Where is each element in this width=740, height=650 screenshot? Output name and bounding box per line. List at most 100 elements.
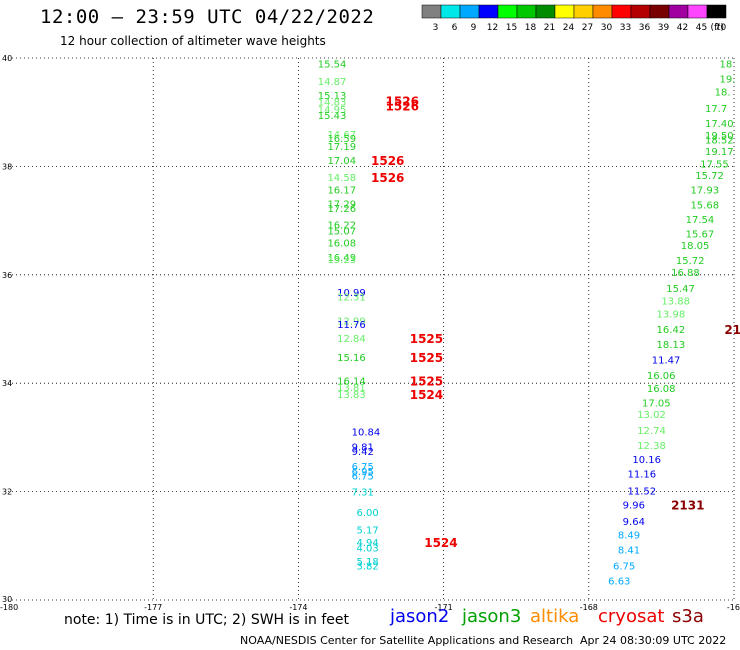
wave-height-label: 9.42 xyxy=(352,447,374,458)
wave-height-label: 15.23 xyxy=(327,255,356,266)
page-subtitle: 12 hour collection of altimeter wave hei… xyxy=(60,34,326,48)
y-tick-label: 30 xyxy=(2,595,12,604)
wave-height-label: 15.67 xyxy=(686,230,715,241)
pass-time-label: 2131 xyxy=(671,499,704,513)
wave-height-label: 15.72 xyxy=(695,171,724,182)
wave-height-label: 6.63 xyxy=(608,576,630,587)
wave-height-label: 12.38 xyxy=(637,441,666,452)
colorbar-swatch xyxy=(421,4,442,19)
wave-height-label: 5.18 xyxy=(356,557,378,568)
colorbar-label: 36 xyxy=(639,23,651,33)
wave-height-label: 11.76 xyxy=(337,320,366,331)
wave-height-label: 16.59 xyxy=(327,134,356,145)
wave-height-label: 15.47 xyxy=(666,284,695,295)
wave-height-label: 17.04 xyxy=(327,156,356,167)
colorbar-swatch xyxy=(459,4,480,19)
wave-height-label: 16.42 xyxy=(657,325,686,336)
wave-height-label: 17.26 xyxy=(327,204,356,215)
wave-height-label: 15.68 xyxy=(690,200,719,211)
wave-height-label: 14.87 xyxy=(318,77,347,88)
wave-height-label: 9.96 xyxy=(623,501,645,512)
pass-time-label: 1525 xyxy=(410,351,443,365)
wave-height-label: 8.41 xyxy=(618,546,640,557)
colorbar-label: 9 xyxy=(471,23,477,33)
wave-height-label: 17.7 xyxy=(705,104,727,115)
x-tick-label: -171 xyxy=(435,603,453,612)
wave-height-label: 13.88 xyxy=(661,296,690,307)
wave-height-label: 18.05 xyxy=(681,241,710,252)
colorbar-label: 18 xyxy=(525,23,537,33)
colorbar-label: 15 xyxy=(506,23,517,33)
wave-height-label: 16.06 xyxy=(647,371,676,382)
wave-height-label: 10.84 xyxy=(352,427,381,438)
pass-time-label: 1524 xyxy=(410,388,443,402)
wave-height-label: 18. xyxy=(715,88,731,99)
pass-time-label: 2130 xyxy=(724,323,740,337)
pass-time-label: 1526 xyxy=(386,100,419,114)
wave-height-label: 6.75 xyxy=(613,561,635,572)
generated-timestamp: Apr 24 08:30:09 UTC 2022 xyxy=(580,634,727,647)
wave-height-label: 8.49 xyxy=(618,530,640,541)
colorbar-label: 24 xyxy=(563,23,575,33)
wave-height-label: 18.52 xyxy=(705,135,734,146)
wave-height-label: 13.98 xyxy=(657,309,686,320)
colorbar-swatch xyxy=(687,4,708,19)
wave-height-label: 6.75 xyxy=(352,462,374,473)
wave-height-label: 14.67 xyxy=(327,130,356,141)
wave-height-label: 9.81 xyxy=(352,443,374,454)
wave-height-label: 12.74 xyxy=(637,426,666,437)
wave-height-label: 6.75 xyxy=(352,471,374,482)
wave-height-label: 15.43 xyxy=(318,111,347,122)
legend-jason2: jason2 xyxy=(390,606,450,627)
colorbar-swatch xyxy=(478,4,499,19)
colorbar-label: 42 xyxy=(677,23,688,33)
wave-height-label: 6.00 xyxy=(356,508,378,519)
wave-height-label: 12.84 xyxy=(337,334,366,345)
wave-height-label: 16.14 xyxy=(337,376,366,387)
wave-height-label: 17.40 xyxy=(705,119,734,130)
colorbar-swatch xyxy=(497,4,518,19)
colorbar-label: 33 xyxy=(620,23,631,33)
wave-height-label: 9.64 xyxy=(623,517,645,528)
legend-cryosat: cryosat xyxy=(598,606,665,627)
wave-height-label: 16.17 xyxy=(327,186,356,197)
legend-altika: altika xyxy=(530,606,580,627)
legend-s3a: s3a xyxy=(672,606,704,627)
colorbar-swatch xyxy=(611,4,632,19)
wave-height-label: 15.16 xyxy=(337,353,366,364)
wave-height-label: 19.17 xyxy=(705,147,734,158)
wave-height-label: 14.58 xyxy=(327,173,356,184)
pass-time-label: 1526 xyxy=(371,154,404,168)
wave-height-label: 17.93 xyxy=(690,186,719,197)
wave-height-label: 15.54 xyxy=(318,59,347,70)
credit-line: NOAA/NESDIS Center for Satellite Applica… xyxy=(240,634,574,647)
wave-height-label: 17.29 xyxy=(327,199,356,210)
x-tick-label: -177 xyxy=(144,603,162,612)
colorbar-label: 21 xyxy=(544,23,555,33)
wave-height-label: 17.55 xyxy=(700,160,729,171)
colorbar-unit: (ft) xyxy=(710,23,724,33)
pass-time-label: 1524 xyxy=(424,536,457,550)
wave-height-label: 5.17 xyxy=(356,526,378,537)
y-tick-label: 40 xyxy=(2,54,12,63)
wave-height-label: 17.54 xyxy=(686,215,715,226)
wave-height-label: 15.72 xyxy=(676,256,705,267)
colorbar-label: 27 xyxy=(582,23,593,33)
legend-jason3: jason3 xyxy=(462,606,522,627)
y-tick-label: 32 xyxy=(2,488,12,497)
colorbar-swatch xyxy=(440,4,461,19)
colorbar-swatch xyxy=(573,4,594,19)
wave-height-label: 4.03 xyxy=(356,543,378,554)
colorbar-swatch xyxy=(535,4,556,19)
colorbar-label: 39 xyxy=(658,23,670,33)
colorbar-swatch xyxy=(668,4,689,19)
colorbar-label: 3 xyxy=(433,23,439,33)
wave-height-label: 16.08 xyxy=(647,384,676,395)
wave-height-label: 16.88 xyxy=(671,268,700,279)
wave-height-label: 3.82 xyxy=(356,561,378,572)
colorbar-label: 6 xyxy=(452,23,458,33)
wave-height-label: 19. xyxy=(719,75,735,86)
wave-height-label: 12.31 xyxy=(337,292,366,303)
x-tick-label: -16 xyxy=(727,603,740,612)
